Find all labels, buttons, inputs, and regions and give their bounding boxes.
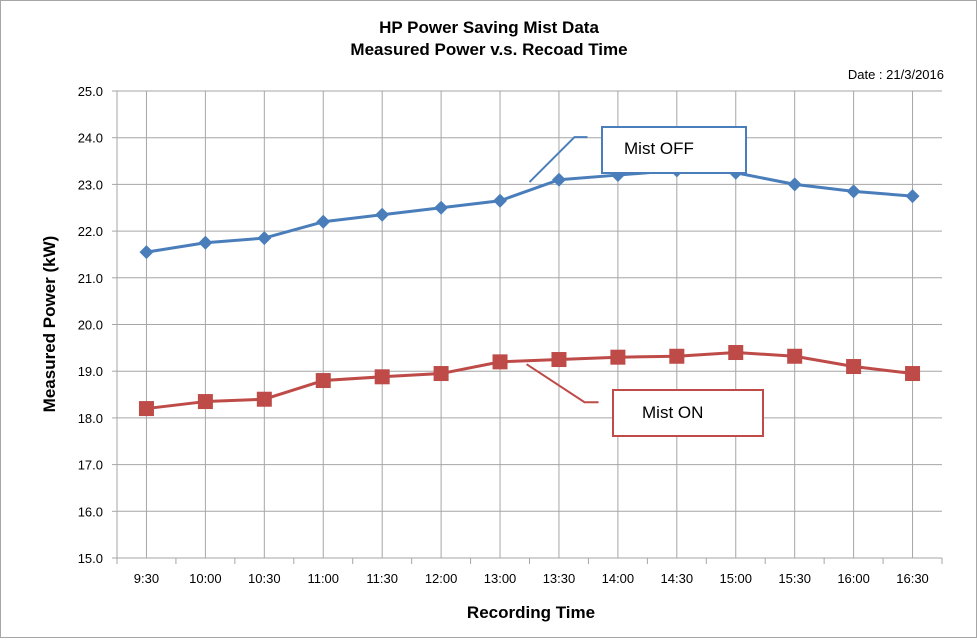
series-layer <box>138 163 921 417</box>
x-tick-label: 11:00 <box>307 571 339 586</box>
date-note: Date : 21/3/2016 <box>848 67 944 82</box>
data-point-diamond <box>375 207 390 222</box>
x-tick-label: 14:00 <box>602 571 635 586</box>
data-point-square <box>315 373 331 389</box>
y-tick-label: 21.0 <box>78 271 103 286</box>
x-axis-ticks: 9:30 10:00 10:30 11:00 11:30 12:00 13:00 13:30 1… <box>134 571 929 586</box>
x-tick-label: 10:30 <box>248 571 281 586</box>
data-point-square <box>669 348 685 364</box>
x-tick-label: 15:30 <box>778 571 811 586</box>
data-point-square <box>433 366 449 382</box>
y-tick-label: 16.0 <box>78 504 103 519</box>
data-point-square <box>138 401 154 417</box>
mist-on-callout-leader <box>526 363 599 404</box>
mist-on-callout-box <box>612 389 764 437</box>
data-point-diamond <box>846 184 861 199</box>
y-axis-ticks: 15.0 16.0 17.0 18.0 19.0 20.0 21.0 22.0 23.0 24.0… <box>78 84 103 566</box>
data-point-diamond <box>905 189 920 204</box>
gridlines <box>112 90 943 564</box>
data-point-diamond <box>139 245 154 260</box>
data-point-diamond <box>257 231 272 246</box>
x-tick-label: 11:30 <box>366 571 398 586</box>
data-point-square <box>256 391 272 407</box>
y-tick-label: 25.0 <box>78 84 103 99</box>
chart-title: HP Power Saving Mist Data <box>379 18 599 37</box>
y-tick-label: 18.0 <box>78 411 103 426</box>
data-point-square <box>492 354 508 370</box>
y-tick-label: 23.0 <box>78 177 103 192</box>
x-axis-title: Recording Time <box>467 603 595 622</box>
data-point-square <box>905 366 921 382</box>
mist-on-callout-label: Mist ON <box>642 403 703 422</box>
chart-subtitle: Measured Power v.s. Recoad Time <box>350 40 627 59</box>
data-point-diamond <box>787 177 802 192</box>
data-point-square <box>846 359 862 375</box>
x-tick-label: 12:00 <box>425 571 458 586</box>
x-tick-label: 14:30 <box>661 571 694 586</box>
series-line-mist-off <box>146 168 913 254</box>
data-point-diamond <box>493 193 508 208</box>
data-point-square <box>551 352 567 368</box>
mist-off-callout-box <box>601 126 747 174</box>
y-axis-title: Measured Power (kW) <box>40 236 59 413</box>
mist-off-callout-leader <box>528 136 588 183</box>
data-point-diamond <box>316 214 331 229</box>
data-point-square <box>610 349 626 365</box>
callout-layer: Mist OFF Mist ON <box>526 126 764 437</box>
data-point-square <box>197 394 213 410</box>
x-tick-label: 16:30 <box>896 571 929 586</box>
y-tick-label: 20.0 <box>78 318 103 333</box>
data-point-square <box>728 345 744 361</box>
x-tick-label: 16:00 <box>837 571 870 586</box>
data-point-square <box>374 369 390 385</box>
x-tick-label: 10:00 <box>189 571 222 586</box>
y-tick-label: 19.0 <box>78 364 103 379</box>
series-line-mist-on <box>146 351 913 411</box>
mist-off-callout-label: Mist OFF <box>624 139 694 158</box>
x-tick-label: 9:30 <box>134 571 159 586</box>
y-tick-label: 24.0 <box>78 131 103 146</box>
data-point-diamond <box>551 172 566 187</box>
y-tick-label: 17.0 <box>78 458 103 473</box>
x-tick-label: 13:00 <box>484 571 517 586</box>
y-tick-label: 15.0 <box>78 551 103 566</box>
data-point-square <box>787 348 803 364</box>
x-tick-label: 15:00 <box>719 571 752 586</box>
y-tick-label: 22.0 <box>78 224 103 239</box>
data-point-diamond <box>198 235 213 250</box>
data-point-diamond <box>434 200 449 215</box>
x-tick-label: 13:30 <box>543 571 576 586</box>
